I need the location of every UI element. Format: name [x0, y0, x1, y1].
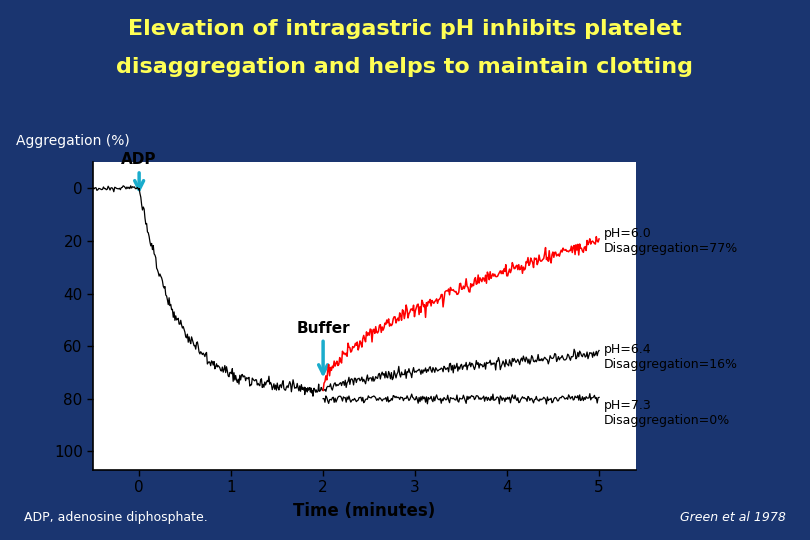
- Text: Buffer: Buffer: [296, 321, 350, 374]
- Text: pH=6.0
Disaggregation=77%: pH=6.0 Disaggregation=77%: [603, 227, 738, 255]
- Text: pH=7.3
Disaggregation=0%: pH=7.3 Disaggregation=0%: [603, 399, 730, 427]
- Text: ADP, adenosine diphosphate.: ADP, adenosine diphosphate.: [24, 511, 208, 524]
- X-axis label: Time (minutes): Time (minutes): [293, 502, 436, 520]
- Text: Aggregation (%): Aggregation (%): [16, 134, 130, 149]
- Text: pH=6.4
Disaggregation=16%: pH=6.4 Disaggregation=16%: [603, 343, 738, 370]
- Text: Green et al 1978: Green et al 1978: [680, 511, 786, 524]
- Text: disaggregation and helps to maintain clotting: disaggregation and helps to maintain clo…: [117, 57, 693, 77]
- Text: ADP: ADP: [122, 152, 157, 190]
- Text: Elevation of intragastric pH inhibits platelet: Elevation of intragastric pH inhibits pl…: [128, 19, 682, 39]
